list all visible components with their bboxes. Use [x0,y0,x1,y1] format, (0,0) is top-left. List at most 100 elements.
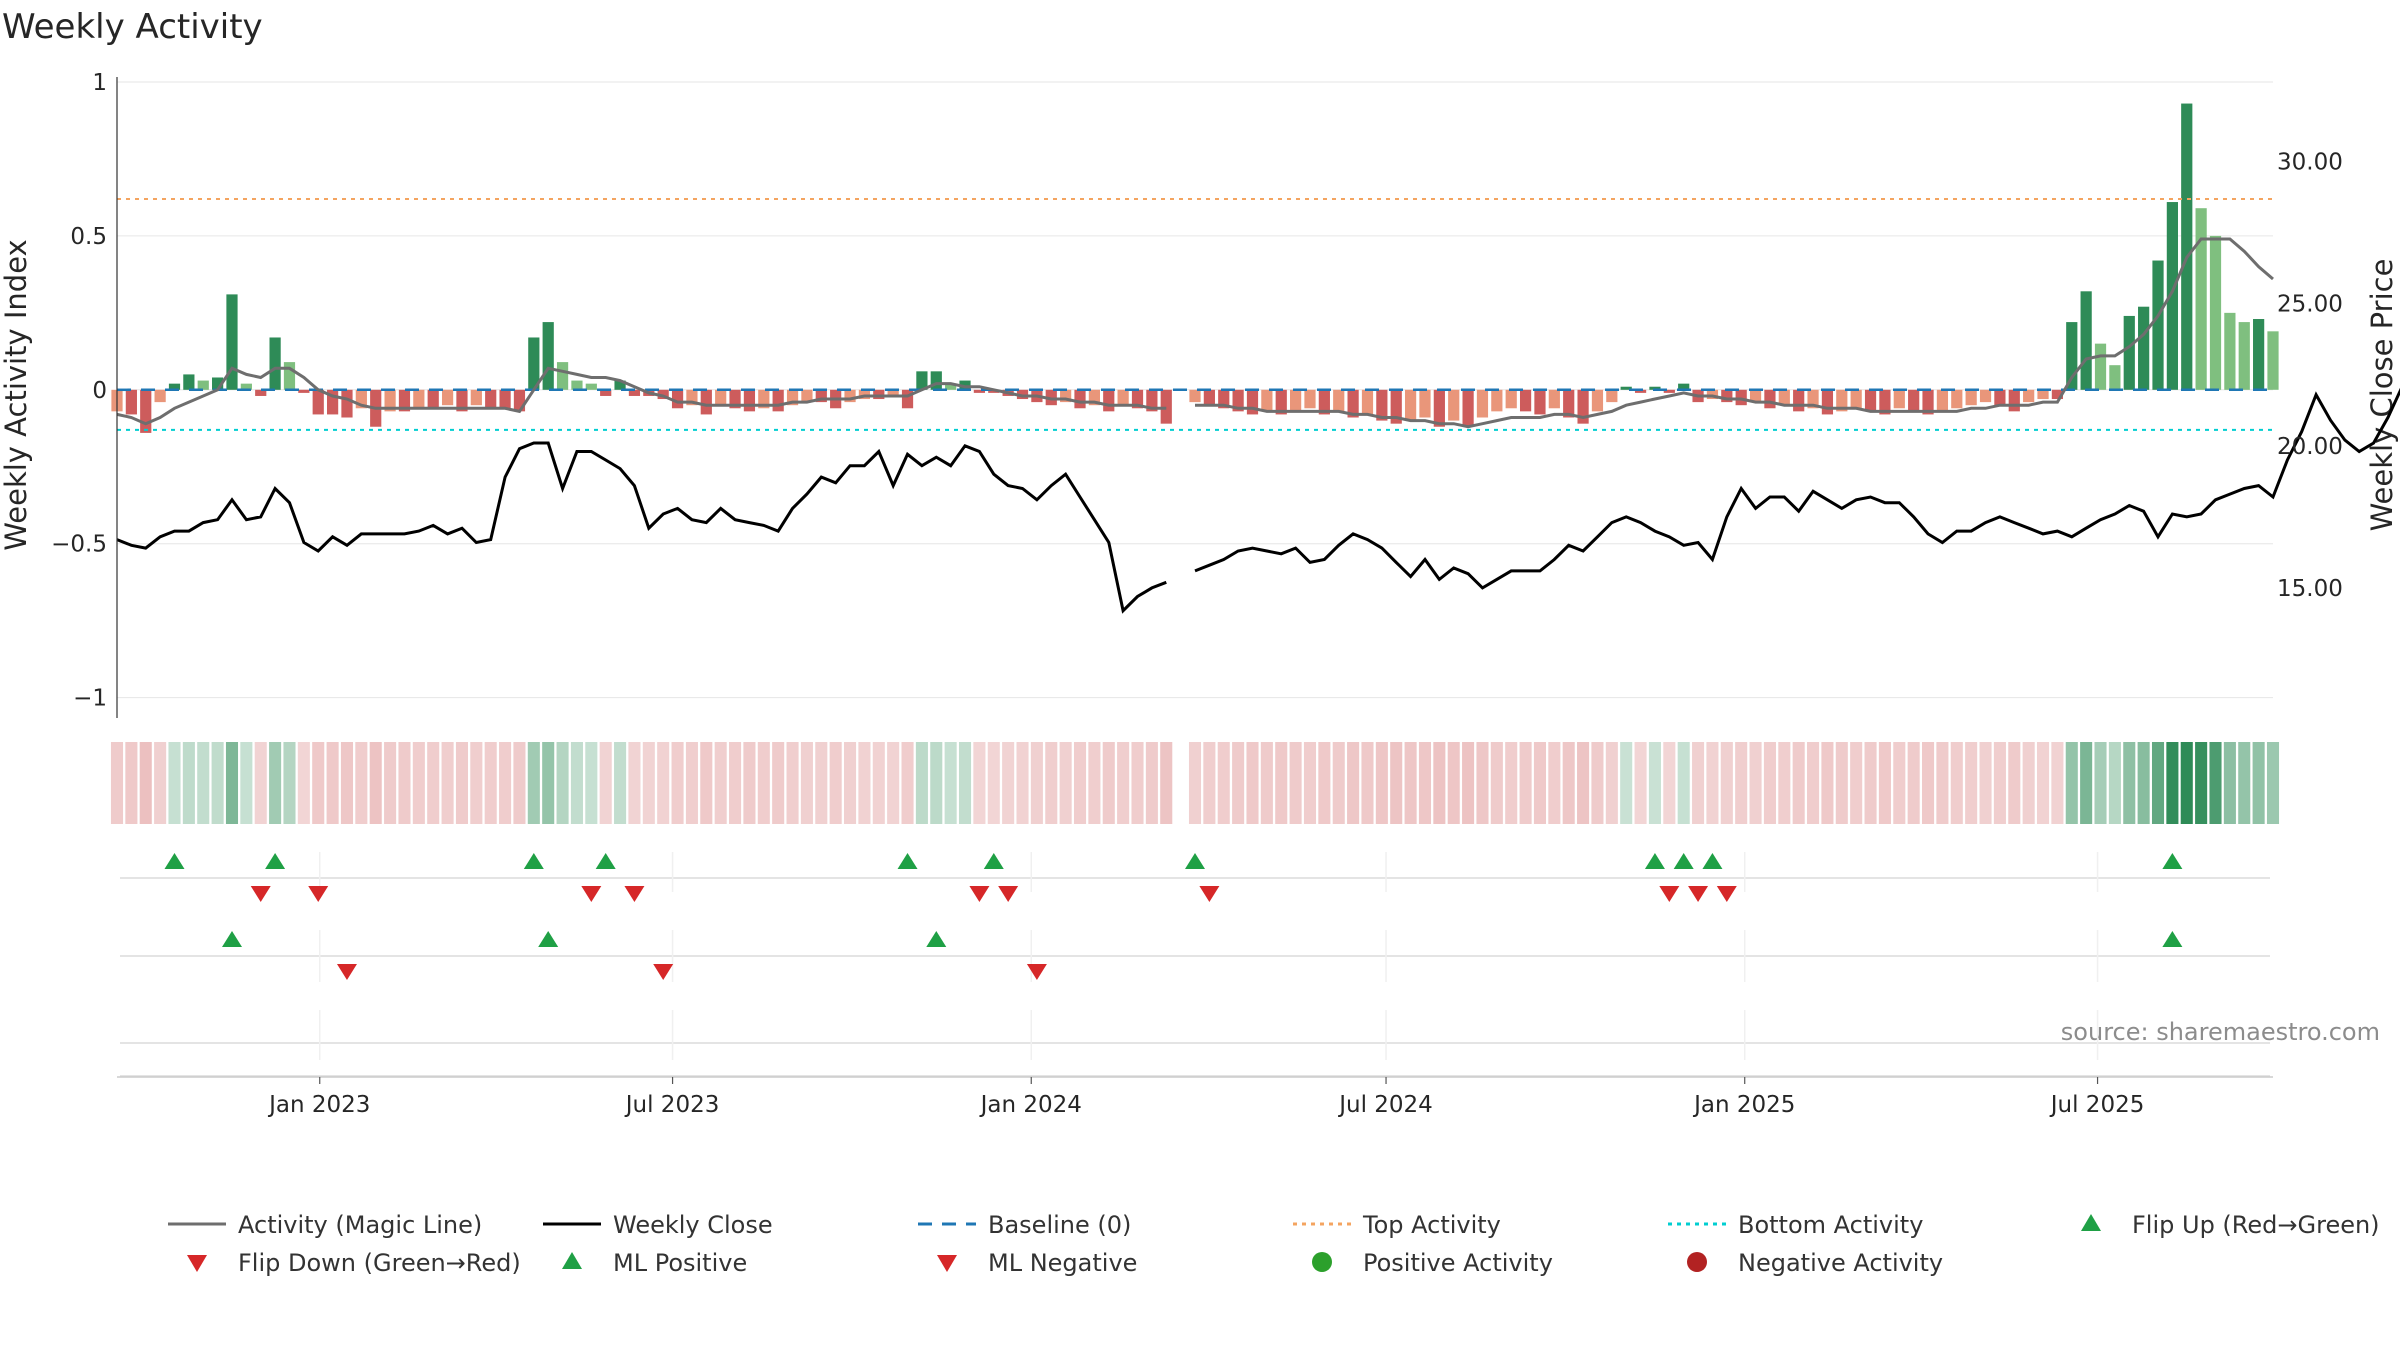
strip-cell [2252,742,2265,824]
strip-cell [211,742,224,824]
strip-cell [2209,742,2222,824]
activity-bar [585,383,597,390]
strip-cell [110,742,124,824]
axes-layer: 1 0.5 0 −0.5 −1 15.00 20.00 25.00 30.00 Jan 2023 J… [51,70,2343,1118]
right-tick-label: 15.00 [2277,576,2343,602]
activity-bar [413,389,425,409]
activity-bar [1505,389,1517,409]
activity-bar [2080,291,2092,390]
activity-bar [1290,389,1302,412]
strip-cell [1749,742,1762,824]
activity-bar [384,389,396,412]
strip-cell [815,742,828,824]
source-label: source: sharemaestro.com [2061,1018,2380,1046]
activity-bar [2051,389,2064,400]
activity-bar [657,389,669,400]
strip-cell [2180,742,2193,824]
activity-bar [988,389,1000,393]
activity-bar [1160,389,1172,424]
legend-label: ML Negative [988,1249,1137,1277]
strip-cell [714,742,727,824]
activity-bar [1591,389,1604,412]
strip-cell [1778,742,1791,824]
activity-bar [2253,319,2265,390]
activity-bar [1821,389,1834,415]
activity-bar [154,389,166,403]
strip-cell [1418,742,1432,824]
activity-bar [470,389,482,406]
strip-cell [1303,742,1317,824]
strip-cell [614,742,627,824]
activity-bars [111,103,2279,433]
activity-bar [1778,389,1790,406]
strip-cell [772,742,785,824]
strip-cell [240,742,253,824]
flip-up-marker [265,853,286,869]
activity-bar [1519,389,1532,412]
strip-cell [800,742,813,824]
activity-bar [1951,389,1963,409]
strip-cell [1490,742,1503,824]
strip-cell [1476,742,1489,824]
activity-bar [183,374,195,390]
left-axis-title: Weekly Activity Index [0,239,33,550]
legend-label: Flip Down (Green→Red) [238,1249,521,1277]
strip-cell [2094,742,2107,824]
activity-bar [1534,389,1546,415]
activity-bar [298,389,310,393]
strip-cell [729,742,742,824]
strip-cell [499,742,512,824]
legend-label: Positive Activity [1363,1249,1553,1277]
strip-cell [139,742,152,824]
left-tick-label: 0.5 [70,224,107,250]
activity-bar [441,389,454,406]
strip-cell [1850,742,1863,824]
activity-bar [1333,389,1345,412]
activity-bar [1678,383,1690,390]
activity-bar [398,389,411,412]
activity-bar [743,389,756,412]
activity-bar [341,389,353,418]
activity-bar [686,389,698,406]
strip-cell [930,742,943,824]
activity-bar [283,362,296,390]
activity-bar [1491,389,1503,412]
ml-positive-marker [221,931,242,947]
strip-cell [1088,742,1101,824]
activity-bar [1433,389,1445,427]
strip-cell [1505,742,1518,824]
activity-bar [1793,389,1805,412]
strip-cell [1807,742,1820,824]
activity-bar [1390,389,1402,424]
legend-label: Negative Activity [1738,1249,1943,1277]
strip-cell [283,742,296,824]
x-tick-label: Jul 2023 [624,1092,720,1118]
strip-cell [1045,742,1058,824]
signal-markers [120,852,2270,1077]
strip-cell [1160,742,1173,824]
strip-cell [1591,742,1604,824]
activity-bar [1404,389,1417,421]
strip-cell [1548,742,1561,824]
activity-bar [671,389,684,409]
strip-cell [1217,742,1230,824]
activity-bar [2123,315,2135,390]
left-tick-label: 0 [92,378,107,404]
flip-down-marker [969,886,990,902]
series-lines [116,197,2400,614]
right-axis-title: Weekly Close Price [2365,259,2399,532]
activity-bar [2023,389,2035,403]
strip-cell [973,742,986,824]
activity-bar [2267,331,2279,390]
activity-bar [1749,389,1762,403]
activity-bar [2138,306,2150,390]
activity-bar [1620,386,1632,390]
activity-bar [427,389,439,409]
strip-cell [455,742,468,824]
activity-bar [269,337,281,390]
strip-cell [1016,742,1029,824]
magic-line [116,237,2274,429]
strip-cell [757,742,770,824]
legend-label: Baseline (0) [988,1211,1131,1239]
